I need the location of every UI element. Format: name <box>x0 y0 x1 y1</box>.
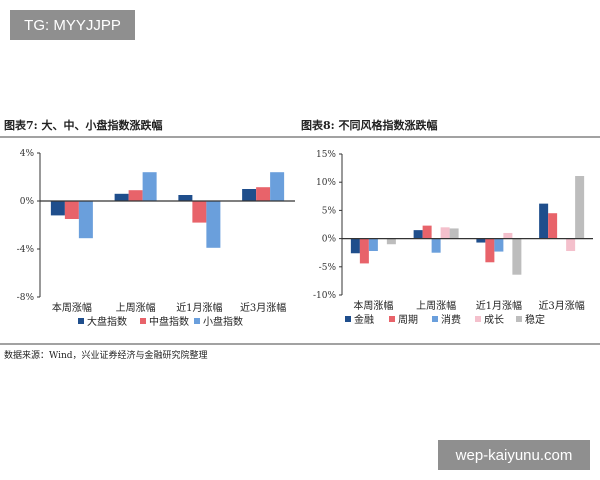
legend-label: 中盘指数 <box>149 315 189 328</box>
bar <box>494 238 504 252</box>
bar <box>270 172 285 201</box>
legend-swatch <box>194 318 200 324</box>
legend-swatch <box>78 318 84 324</box>
x-tick-label: 近1月涨幅 <box>176 301 222 314</box>
legend-swatch <box>516 316 522 322</box>
source-note: 数据来源：Wind，兴业证券经济与金融研究院整理 <box>4 349 208 361</box>
bar <box>449 228 459 239</box>
bar <box>178 195 193 201</box>
bar <box>50 201 65 216</box>
x-tick-label: 本周涨幅 <box>52 301 92 314</box>
y-tick-label: -4% <box>17 245 35 255</box>
bar <box>128 190 143 201</box>
x-tick-label: 本周涨幅 <box>353 299 393 312</box>
legend-swatch <box>432 316 438 322</box>
bar <box>440 227 450 239</box>
bar <box>350 238 360 254</box>
y-tick-label: -8% <box>17 293 35 303</box>
bar <box>359 238 369 264</box>
legend-label: 成长 <box>484 314 504 326</box>
y-tick-label: 10% <box>316 178 336 188</box>
y-tick-label: -5% <box>319 263 337 273</box>
bar <box>242 189 257 201</box>
bar <box>206 201 221 248</box>
legend-swatch <box>389 316 395 322</box>
bar <box>575 175 585 239</box>
legend-label: 小盘指数 <box>203 315 243 328</box>
legend-label: 金融 <box>354 313 374 326</box>
watermark-bottom-right: wep-kaiyunu.com <box>438 440 590 470</box>
bar <box>368 238 378 252</box>
chart-title: 图表7: 大、中、小盘指数涨跌幅 <box>4 118 163 132</box>
x-tick-label: 近3月涨幅 <box>538 299 584 312</box>
legend-label: 大盘指数 <box>87 315 127 328</box>
bar <box>539 203 549 239</box>
legend-swatch <box>475 316 481 322</box>
bar <box>485 238 495 263</box>
y-tick-label: 5% <box>322 206 337 216</box>
y-tick-label: 0% <box>322 235 337 245</box>
bar <box>566 238 576 252</box>
y-tick-label: 4% <box>20 149 35 159</box>
x-tick-label: 近1月涨幅 <box>476 299 522 312</box>
bar <box>386 238 396 245</box>
bar <box>512 238 522 275</box>
bar <box>64 201 79 219</box>
legend-label: 周期 <box>398 314 418 326</box>
bar <box>548 213 558 239</box>
bar <box>431 238 441 253</box>
bar <box>476 238 486 243</box>
y-tick-label: 0% <box>20 197 35 207</box>
x-tick-label: 上周涨幅 <box>416 299 456 312</box>
watermark-top-left: TG: MYYJJPP <box>10 10 135 40</box>
bar <box>142 172 157 201</box>
bar <box>78 201 93 239</box>
y-tick-label: 15% <box>316 150 336 160</box>
x-tick-label: 上周涨幅 <box>116 301 156 314</box>
chart-title: 图表8: 不同风格指数涨跌幅 <box>301 118 438 132</box>
legend-swatch <box>345 316 351 322</box>
bar <box>256 187 271 201</box>
bar <box>114 193 129 201</box>
bar <box>503 232 513 239</box>
bar <box>422 225 432 239</box>
legend-label: 稳定 <box>525 313 545 326</box>
x-tick-label: 近3月涨幅 <box>240 301 286 314</box>
bar <box>192 201 207 223</box>
y-tick-label: -10% <box>313 291 336 301</box>
bar <box>413 230 423 239</box>
legend-label: 消费 <box>441 313 461 326</box>
legend-swatch <box>140 318 146 324</box>
